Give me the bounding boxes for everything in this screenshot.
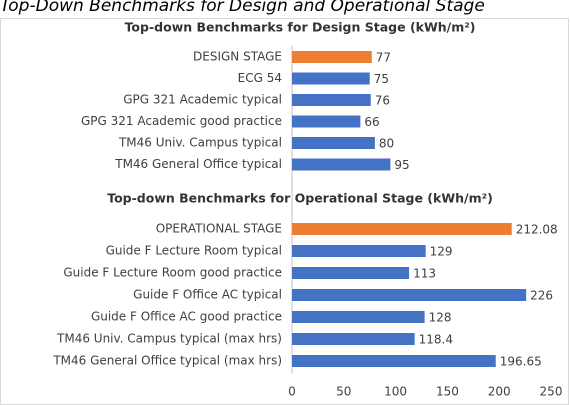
- bar: [292, 51, 372, 63]
- bar: [292, 137, 375, 149]
- bar: [292, 72, 370, 85]
- x-tick-label: 0: [288, 385, 296, 399]
- section-title: Top-down Benchmarks for Design Stage (kW…: [125, 20, 476, 35]
- value-label: 76: [375, 94, 390, 108]
- value-label: 129: [430, 245, 453, 259]
- category-label: TM46 General Office typical (max hrs): [52, 354, 282, 368]
- value-label: 75: [374, 72, 389, 86]
- x-tick-label: 250: [540, 385, 563, 399]
- category-label: GPG 321 Academic good practice: [81, 114, 282, 128]
- bar: [292, 223, 512, 235]
- category-label: Guide F Lecture Room typical: [106, 244, 282, 258]
- category-label: OPERATIONAL STAGE: [156, 222, 282, 236]
- category-label: GPG 321 Academic typical: [123, 93, 282, 107]
- category-label: TM46 General Office typical: [114, 157, 282, 171]
- category-label: Guide F Office AC typical: [133, 288, 282, 302]
- page-title: Top-Down Benchmarks for Design and Opera…: [0, 0, 485, 16]
- bar: [292, 289, 527, 301]
- category-label: Guide F Office AC good practice: [91, 310, 282, 324]
- x-tick-label: 100: [384, 385, 407, 399]
- bar: [292, 94, 371, 106]
- value-label: 77: [376, 51, 391, 65]
- category-label: Guide F Lecture Room good practice: [63, 266, 282, 280]
- value-label: 66: [364, 115, 379, 129]
- category-label: ECG 54: [238, 71, 282, 85]
- value-label: 80: [379, 137, 394, 151]
- value-label: 128: [429, 311, 452, 325]
- value-label: 196.65: [500, 355, 542, 369]
- x-tick-label: 200: [488, 385, 511, 399]
- bar: [292, 333, 415, 345]
- chart-frame: [0, 18, 569, 405]
- value-label: 95: [394, 158, 409, 172]
- bar: [292, 158, 391, 171]
- section-title: Top-down Benchmarks for Operational Stag…: [107, 191, 493, 206]
- value-label: 113: [413, 267, 436, 281]
- x-tick-label: 50: [336, 385, 351, 399]
- value-label: 212.08: [516, 223, 558, 237]
- value-label: 118.4: [419, 333, 453, 347]
- category-label: TM46 Univ. Campus typical: [118, 136, 282, 150]
- x-tick-label: 150: [436, 385, 459, 399]
- value-label: 226: [530, 289, 553, 303]
- category-label: DESIGN STAGE: [193, 50, 282, 64]
- bar: [292, 355, 496, 367]
- bar: [292, 245, 426, 257]
- category-label: TM46 Univ. Campus typical (max hrs): [56, 332, 282, 346]
- bar: [292, 115, 361, 128]
- bar: [292, 267, 410, 279]
- bar: [292, 311, 425, 323]
